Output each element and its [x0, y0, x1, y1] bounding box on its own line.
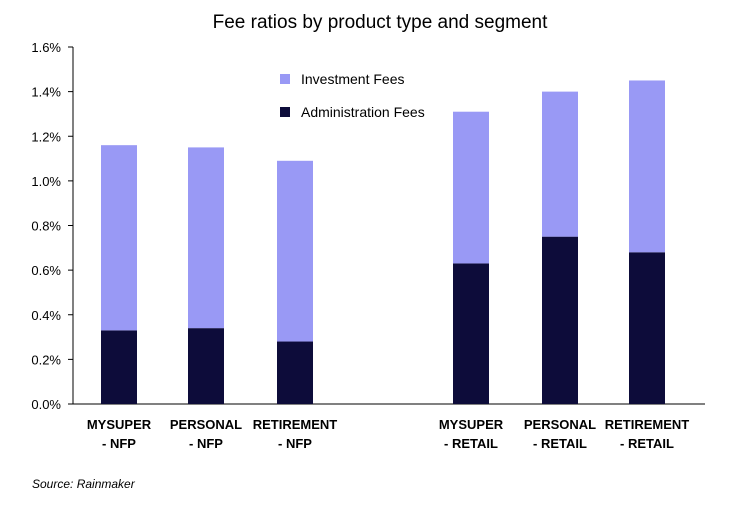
bar-segment-administration-fees [629, 252, 665, 404]
x-category-label: MYSUPER - NFP [87, 417, 152, 451]
y-tick-label: 0.8% [31, 219, 61, 234]
bar-segment-investment-fees [101, 145, 137, 331]
bar-segment-investment-fees [188, 147, 224, 329]
y-tick-label: 0.4% [31, 308, 61, 323]
axis-layer: 0.0% 0.2% 0.4% 0.6% 0.8% 1.0% 1.2% 1.4% 1.6% MYSU… [31, 40, 705, 451]
source-note: Source: Rainmaker [32, 477, 135, 491]
x-category-label: PERSONAL - RETAIL [524, 417, 596, 451]
x-category-label: RETIREMENT - RETAIL [605, 417, 690, 451]
y-tick-label: 0.2% [31, 352, 61, 367]
bar-segment-investment-fees [542, 91, 578, 237]
y-tick-label: 1.4% [31, 85, 61, 100]
bar-segment-administration-fees [453, 263, 489, 404]
legend: Investment Fees Administration Fees [280, 71, 425, 120]
bar-segment-investment-fees [277, 160, 313, 342]
y-tick-label: 0.6% [31, 263, 61, 278]
stacked-bar-chart: 0.0% 0.2% 0.4% 0.6% 0.8% 1.0% 1.2% 1.4% 1.6% MYSU… [31, 40, 705, 451]
chart-title: Fee ratios by product type and segment [212, 12, 548, 33]
bar-segment-investment-fees [629, 80, 665, 253]
bar-segment-administration-fees [277, 341, 313, 404]
x-category-label: PERSONAL - NFP [170, 417, 242, 451]
bar-segment-administration-fees [188, 328, 224, 404]
y-tick-label: 1.6% [31, 40, 61, 55]
y-tick-label: 0.0% [31, 397, 61, 412]
x-category-label: RETIREMENT - NFP [253, 417, 338, 451]
bar-segment-administration-fees [542, 236, 578, 404]
bar-segment-administration-fees [101, 330, 137, 404]
legend-swatch [280, 107, 290, 117]
x-category-label: MYSUPER - RETAIL [439, 417, 504, 451]
legend-label: Investment Fees [301, 71, 405, 87]
y-tick-label: 1.2% [31, 129, 61, 144]
legend-swatch [280, 74, 290, 84]
legend-label: Administration Fees [301, 104, 425, 120]
bar-layer [101, 80, 665, 404]
bar-segment-investment-fees [453, 111, 489, 264]
y-tick-label: 1.0% [31, 174, 61, 189]
